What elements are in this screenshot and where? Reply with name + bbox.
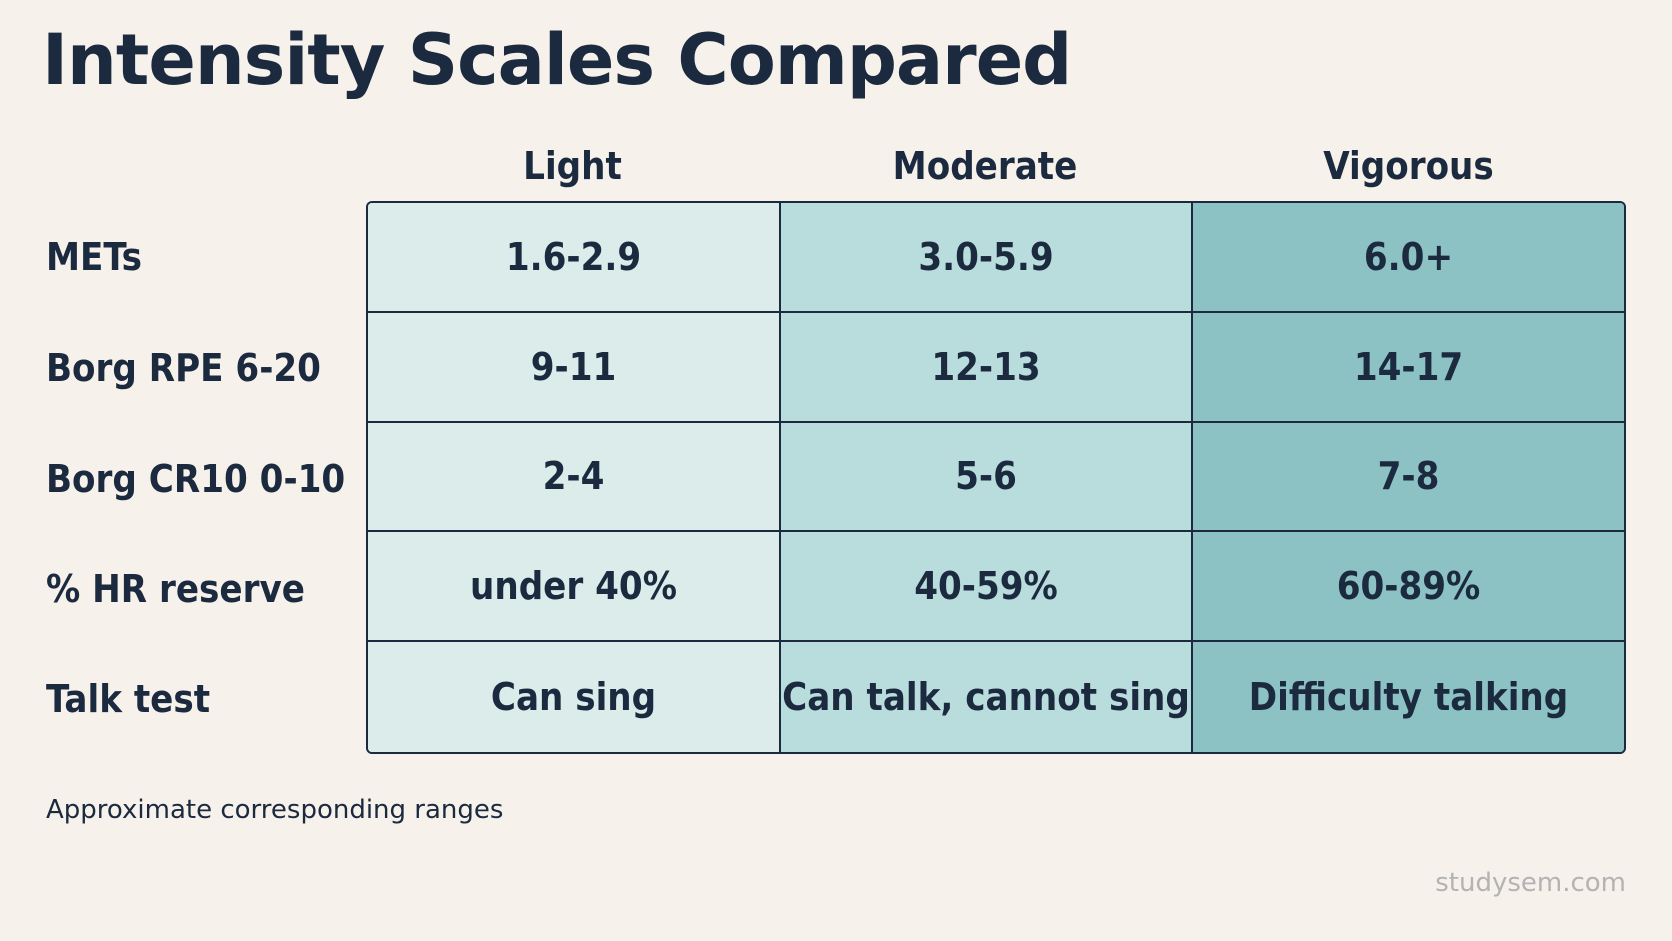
table-cell-hr-reserve-moderate: 40-59% bbox=[781, 532, 1193, 643]
table-cell-mets-light: 1.6-2.9 bbox=[368, 203, 781, 313]
row-label-borg-cr10: Borg CR10 0-10 bbox=[46, 456, 346, 501]
table-cell-talk-test-moderate: Can talk, cannot sing bbox=[781, 642, 1193, 752]
intensity-table: 1.6-2.9 3.0-5.9 6.0+ 9-11 12-13 14-17 2-… bbox=[366, 201, 1626, 754]
table-cell-mets-moderate: 3.0-5.9 bbox=[781, 203, 1193, 313]
footnote: Approximate corresponding ranges bbox=[46, 795, 504, 825]
table-cell-talk-test-light: Can sing bbox=[368, 642, 781, 752]
table-cell-borg-rpe-vigorous: 14-17 bbox=[1193, 312, 1624, 423]
table-cell-hr-reserve-vigorous: 60-89% bbox=[1193, 532, 1624, 643]
row-label-mets: METs bbox=[46, 234, 143, 279]
table-cell-hr-reserve-light: under 40% bbox=[368, 532, 781, 643]
row-label-borg-rpe: Borg RPE 6-20 bbox=[46, 345, 321, 390]
table-cell-borg-cr10-vigorous: 7-8 bbox=[1193, 422, 1624, 533]
page-title: Intensity Scales Compared bbox=[42, 19, 1072, 101]
row-label-hr-reserve: % HR reserve bbox=[46, 566, 305, 611]
column-header-vigorous: Vigorous bbox=[1323, 144, 1494, 188]
table-cell-borg-rpe-moderate: 12-13 bbox=[781, 312, 1193, 423]
table-cell-borg-cr10-light: 2-4 bbox=[368, 422, 781, 533]
table-cell-talk-test-vigorous: Difficulty talking bbox=[1193, 642, 1624, 752]
table-cell-borg-cr10-moderate: 5-6 bbox=[781, 422, 1193, 533]
table-cell-mets-vigorous: 6.0+ bbox=[1193, 203, 1624, 313]
column-header-light: Light bbox=[523, 144, 622, 188]
watermark: studysem.com bbox=[1435, 868, 1626, 898]
row-label-talk-test: Talk test bbox=[46, 676, 211, 721]
column-header-moderate: Moderate bbox=[892, 144, 1078, 188]
table-cell-borg-rpe-light: 9-11 bbox=[368, 312, 781, 423]
